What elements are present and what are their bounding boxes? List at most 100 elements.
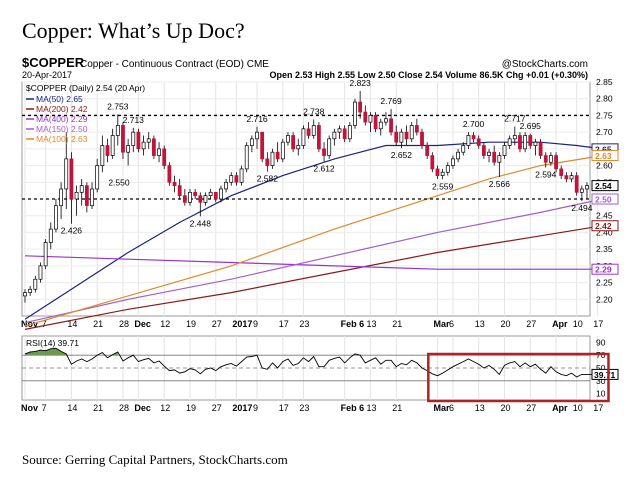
price-y-tick-label: 2.25 (596, 278, 613, 288)
candle-body-up (347, 125, 352, 140)
price-candle (476, 135, 481, 149)
price-candle (28, 285, 33, 296)
candle-body-down (492, 151, 497, 163)
right-axis-tag-label: 2.65 (595, 144, 612, 154)
candle-body-up (255, 131, 259, 140)
price-candle (69, 152, 74, 224)
candle-body-up (100, 145, 105, 166)
price-candle (518, 132, 522, 153)
rsi-x-tick-label: 12 (160, 403, 170, 413)
rsi-y-tick-label: 50 (596, 363, 606, 373)
price-x-tick-label: 6 (449, 319, 454, 329)
rsi-x-tick-label: 10 (573, 403, 583, 413)
price-candle (152, 135, 156, 159)
candle-body-up (110, 135, 115, 156)
candle-body-down (265, 158, 270, 166)
price-candle (409, 122, 414, 143)
price-candle (172, 175, 177, 193)
price-x-tick-label: Nov (21, 319, 38, 329)
price-candle (234, 172, 239, 186)
price-candle (157, 142, 161, 163)
price-candle (342, 125, 347, 143)
candle-body-down (435, 168, 440, 176)
candle-body-up (502, 145, 507, 156)
price-candle (64, 132, 69, 210)
price-candle (389, 109, 393, 136)
price-annotation: 2.652 (391, 150, 413, 160)
price-candle (213, 191, 218, 203)
rsi-panel-title: RSI(14) 39.71 (26, 338, 79, 348)
price-annotation: 2.426 (61, 226, 83, 236)
price-candle (435, 165, 440, 179)
price-x-tick-label: 12 (160, 319, 170, 329)
price-x-tick-label: 13 (475, 319, 485, 329)
price-candle (497, 152, 502, 177)
price-candle (538, 138, 543, 159)
price-annotation: 2.594 (535, 170, 557, 180)
rsi-overbought-fill (25, 348, 67, 356)
rsi-x-tick-label: 21 (392, 403, 402, 413)
rsi-x-tick-label: 17 (279, 403, 289, 413)
price-candle (249, 135, 254, 153)
price-candle (528, 133, 533, 149)
right-axis-tag (591, 150, 619, 162)
candle-body-up (208, 191, 213, 197)
candle-body-down (260, 131, 265, 160)
candle-body-up (79, 185, 84, 193)
candle-body-up (141, 141, 146, 150)
right-axis-tag-label: 2.50 (595, 195, 612, 205)
rsi-x-tick-label: 21 (93, 403, 103, 413)
rsi-x-tick-label: 13 (475, 403, 485, 413)
candle-body-down (554, 155, 558, 170)
price-y-tick-label: 2.70 (596, 127, 613, 137)
candle-body-down (342, 128, 347, 140)
rsi-x-tick-label: 2017 (232, 403, 252, 413)
candle-body-up (523, 135, 528, 150)
candle-body-down (182, 195, 187, 203)
price-candle (74, 185, 79, 216)
price-candle (48, 222, 53, 250)
price-x-tick-label: 2017 (232, 319, 252, 329)
candle-body-up (368, 115, 373, 123)
price-candle (564, 172, 569, 183)
price-candle (79, 178, 84, 206)
rsi-panel: Nov 7 14 21 28 Dec 12 19 27 2017 9 17 23 Feb 6 13 21 Mar… (21, 335, 619, 413)
candle-body-up (131, 131, 136, 146)
right-axis-tag-label: 2.42 (595, 221, 612, 231)
price-candle (291, 132, 296, 153)
candle-body-up (28, 288, 33, 293)
price-candle (224, 178, 228, 193)
price-annotation: 2.695 (520, 121, 542, 131)
candle-body-up (244, 145, 249, 170)
candle-body-up (409, 125, 414, 140)
rsi-x-tick-label: Apr (552, 403, 568, 413)
price-annotation: 2.566 (489, 179, 511, 189)
price-candle (188, 188, 192, 206)
rsi-x-tick-label: 6 (449, 403, 454, 413)
price-y-tick-label: 2.60 (596, 161, 613, 171)
price-x-tick-label: 19 (186, 319, 196, 329)
candle-body-down (193, 191, 198, 197)
candle-body-down (373, 115, 378, 130)
price-candle (585, 182, 589, 199)
right-axis-tag (591, 220, 619, 232)
price-annotation: 2.769 (380, 96, 402, 106)
price-candle (425, 142, 430, 159)
candle-body-down (136, 131, 141, 150)
candle-body-down (322, 148, 326, 156)
price-annotation: 2.582 (257, 174, 279, 184)
candle-body-up (224, 181, 228, 190)
candle-body-up (229, 175, 234, 183)
price-candle (502, 142, 507, 159)
candle-body-down (213, 191, 218, 200)
candle-body-down (481, 145, 486, 156)
price-candle (533, 138, 538, 156)
candle-body-down (471, 135, 476, 140)
candle-body-down (528, 135, 533, 146)
candle-body-down (234, 175, 239, 183)
candle-body-up (549, 155, 553, 163)
candle-body-up (188, 191, 192, 203)
price-candle (347, 122, 352, 143)
price-candle (177, 178, 182, 199)
price-candle (275, 142, 280, 163)
